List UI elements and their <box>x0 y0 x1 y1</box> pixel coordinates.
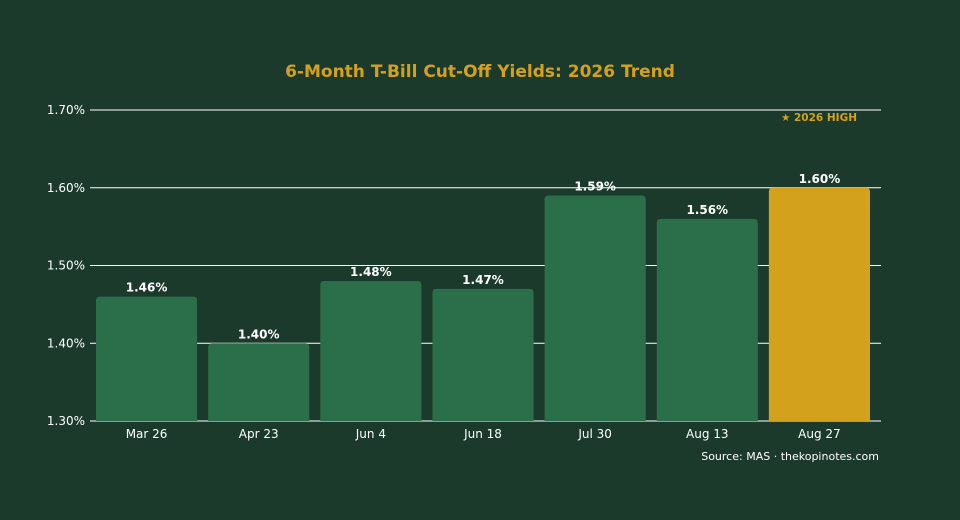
source-note: Source: MAS · thekopinotes.com <box>701 450 879 463</box>
x-tick-label: Jun 18 <box>463 427 502 441</box>
y-tick-label: 1.60% <box>47 181 85 195</box>
value-label: 1.47% <box>462 273 504 287</box>
chart-title: 6-Month T-Bill Cut-Off Yields: 2026 Tren… <box>285 62 675 82</box>
x-axis-ticks: Mar 26 Apr 23 Jun 4 Jun 18 Jul 30 Aug 13 Aug 2… <box>126 427 841 441</box>
value-labels: 1.46% 1.40% 1.48% 1.47% 1.59% 1.56% 1.60% <box>126 172 840 342</box>
bar <box>208 343 310 421</box>
x-tick-label: Apr 23 <box>239 427 279 441</box>
value-label: 1.56% <box>686 203 728 217</box>
value-label: 1.48% <box>350 265 392 279</box>
bar <box>96 296 198 421</box>
y-tick-label: 1.50% <box>47 259 85 273</box>
y-tick-label: 1.70% <box>47 103 85 117</box>
bar <box>544 195 646 421</box>
x-tick-label: Aug 27 <box>798 427 841 441</box>
value-label: 1.46% <box>126 281 168 295</box>
x-tick-label: Jul 30 <box>577 427 612 441</box>
value-label: 1.59% <box>574 180 616 194</box>
x-tick-label: Jun 4 <box>355 427 386 441</box>
y-axis-ticks: 1.30% 1.40% 1.50% 1.60% 1.70% <box>47 103 85 428</box>
high-annotation: ★ 2026 HIGH <box>781 112 857 124</box>
x-tick-label: Mar 26 <box>126 427 168 441</box>
y-tick-label: 1.30% <box>47 414 85 428</box>
value-label: 1.60% <box>799 172 841 186</box>
x-tick-label: Aug 13 <box>686 427 729 441</box>
bar <box>656 218 758 421</box>
value-label: 1.40% <box>238 327 280 341</box>
bar <box>432 288 534 421</box>
y-tick-label: 1.40% <box>47 336 85 350</box>
bar-highlight <box>768 187 870 421</box>
bars <box>96 187 870 421</box>
bar <box>320 281 422 421</box>
